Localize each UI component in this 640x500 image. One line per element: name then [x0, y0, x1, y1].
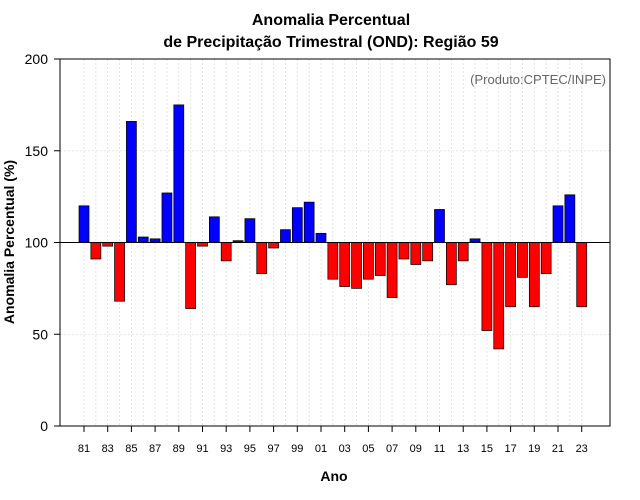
bar-87 [149, 238, 161, 243]
bar-96 [256, 242, 268, 275]
bar-89 [173, 104, 185, 243]
bar-12 [446, 242, 457, 286]
bar-02 [327, 242, 339, 280]
x-tick-label: 89 [173, 443, 185, 455]
bar-88 [161, 192, 173, 243]
chart-title: Anomalia Percentual [252, 12, 410, 29]
bar-95 [244, 218, 256, 243]
bar-91 [197, 242, 208, 247]
bar-82 [90, 242, 102, 260]
bar-18 [517, 242, 528, 278]
bar-97 [268, 242, 279, 249]
bar-22 [564, 194, 576, 243]
grid [60, 58, 610, 427]
x-tick-label: 09 [410, 443, 422, 455]
x-tick-label: 13 [457, 443, 469, 455]
y-axis: 0 50 100 150 200 [25, 51, 60, 434]
credit-annotation: (Produto:CPTEC/INPE) [470, 72, 606, 87]
x-tick-label: 93 [220, 443, 232, 455]
bar-21 [552, 205, 564, 243]
x-tick-label: 17 [504, 443, 516, 455]
bar-17 [505, 242, 516, 308]
bar-93 [220, 242, 232, 262]
x-tick-label: 03 [339, 443, 351, 455]
bar-99 [291, 207, 303, 243]
x-tick-label: 95 [244, 443, 256, 455]
bar-83 [102, 242, 114, 247]
bar-00 [303, 201, 315, 243]
bar-23 [576, 242, 588, 308]
bar-16 [493, 242, 505, 350]
x-axis-title: Ano [320, 468, 347, 484]
chart-subtitle: de Precipitação Trimestral (OND): Região… [163, 34, 498, 51]
bar-85 [126, 121, 137, 243]
bar-15 [481, 242, 493, 331]
x-tick-label: 81 [78, 443, 90, 455]
bar-08 [398, 242, 410, 260]
bar-19 [528, 242, 540, 308]
bar-13 [457, 242, 469, 262]
x-tick-label: 23 [576, 443, 588, 455]
x-tick-label: 97 [267, 443, 279, 455]
bar-10 [422, 242, 433, 262]
y-tick-label: 0 [40, 418, 48, 434]
bar-03 [339, 242, 351, 287]
x-tick-label: 15 [481, 443, 493, 455]
x-tick-label: 87 [149, 443, 161, 455]
x-axis: 81 83 85 87 89 91 93 95 97 99 01 03 05 07 09 11 13 15 17 19… [78, 426, 588, 455]
bars [78, 104, 588, 350]
bar-81 [78, 205, 90, 243]
x-tick-label: 91 [196, 443, 208, 455]
bar-84 [114, 242, 125, 302]
x-tick-label: 05 [362, 443, 374, 455]
x-tick-label: 19 [528, 443, 540, 455]
y-tick-label: 50 [32, 326, 48, 342]
bar-05 [363, 242, 374, 280]
bar-86 [137, 236, 149, 243]
x-tick-label: 21 [552, 443, 564, 455]
y-tick-label: 200 [25, 51, 49, 67]
y-tick-label: 150 [25, 143, 49, 159]
x-tick-label: 01 [315, 443, 327, 455]
bar-92 [209, 216, 220, 243]
x-tick-label: 85 [125, 443, 137, 455]
x-tick-label: 07 [386, 443, 398, 455]
y-axis-title: Anomalia Percentual (%) [1, 160, 17, 324]
bar-90 [185, 242, 196, 309]
x-tick-label: 99 [291, 443, 303, 455]
bar-06 [374, 242, 386, 276]
y-tick-label: 100 [25, 235, 49, 251]
bar-09 [410, 242, 422, 265]
x-tick-label: 83 [102, 443, 114, 455]
bar-20 [540, 242, 552, 275]
bar-07 [386, 242, 398, 298]
bar-14 [469, 238, 481, 243]
bar-04 [351, 242, 362, 289]
x-tick-label: 11 [434, 443, 445, 455]
bar-98 [280, 229, 291, 243]
bar-01 [315, 232, 327, 243]
bar-11 [434, 209, 445, 243]
